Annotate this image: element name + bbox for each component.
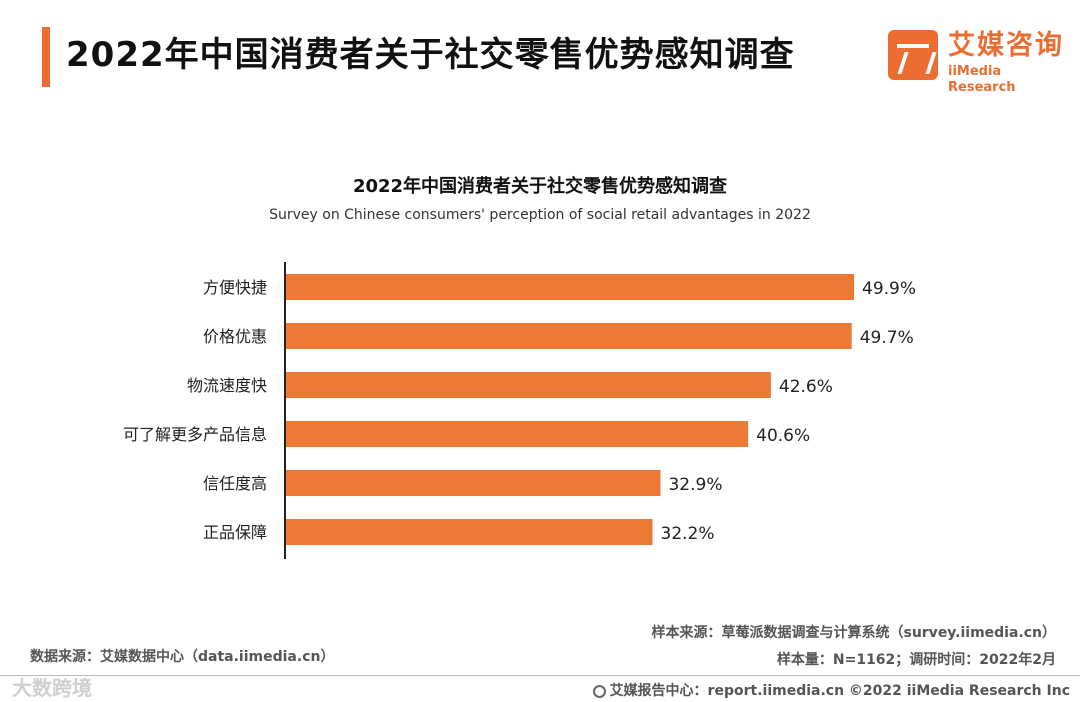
value-label-3: 42.6% [779,377,833,397]
category-label-3: 物流速度快 [187,376,267,395]
watermark: 大数跨境 [12,676,92,700]
globe-icon [592,685,606,698]
value-label-5: 32.9% [668,475,722,495]
footer-divider [0,675,1080,676]
logo-cn-text: 艾媒咨询 [948,30,1064,61]
category-label-5: 信任度高 [203,474,267,493]
page-title: 2022年中国消费者关于社交零售优势感知调查 [66,35,795,75]
bar-1 [286,274,854,300]
iimedia-logo-icon [888,30,938,80]
bar-2 [286,323,852,349]
sample-source-note: 样本来源：草莓派数据调查与计算系统（survey.iimedia.cn） [651,625,1056,641]
category-label-6: 正品保障 [203,523,267,542]
value-label-2: 49.7% [860,328,914,348]
report-center-note: 艾媒报告中心：report.iimedia.cn ©2022 iiMedia R… [592,680,1070,700]
chart-title: 2022年中国消费者关于社交零售优势感知调查 [352,176,728,197]
data-source-note: 数据来源：艾媒数据中心（data.iimedia.cn） [30,649,335,665]
title-accent-bar [42,27,50,87]
value-label-1: 49.9% [862,279,916,299]
sample-info-note: 样本量：N=1162；调研时间：2022年2月 [776,652,1056,668]
category-label-1: 方便快捷 [203,278,267,297]
bar-3 [286,372,771,398]
report-center-text: 艾媒报告中心：report.iimedia.cn ©2022 iiMedia R… [609,683,1070,699]
bar-4 [286,421,749,447]
value-label-6: 32.2% [661,524,715,544]
category-label-2: 价格优惠 [203,327,267,346]
category-label-4: 可了解更多产品信息 [123,425,267,444]
iimedia-logo: 艾媒咨询 iiMedia Research [888,30,1068,95]
chart-subtitle: Survey on Chinese consumers' perception … [269,207,811,223]
value-label-4: 40.6% [756,426,810,446]
logo-en-text: iiMedia Research [948,64,1016,95]
bar-6 [286,519,653,545]
bar-5 [286,470,661,496]
